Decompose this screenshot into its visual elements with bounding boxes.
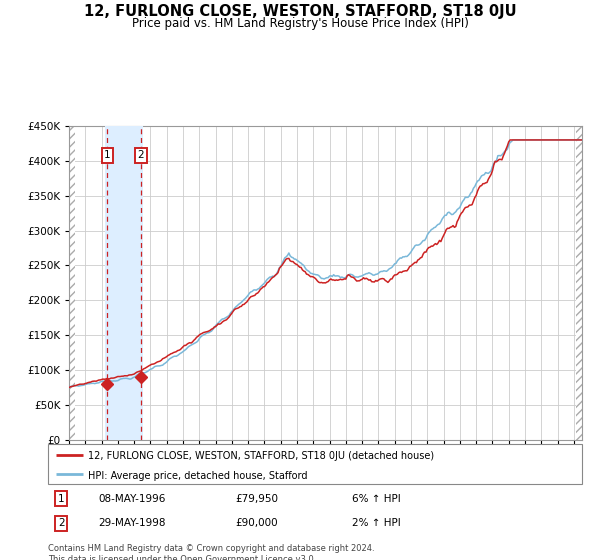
- Bar: [69, 126, 75, 440]
- Text: 2: 2: [137, 150, 144, 160]
- Bar: [106, 126, 143, 440]
- FancyBboxPatch shape: [48, 444, 582, 484]
- Text: £90,000: £90,000: [235, 518, 278, 528]
- Text: 2: 2: [58, 518, 65, 528]
- Text: 08-MAY-1996: 08-MAY-1996: [99, 493, 166, 503]
- Text: 12, FURLONG CLOSE, WESTON, STAFFORD, ST18 0JU (detached house): 12, FURLONG CLOSE, WESTON, STAFFORD, ST1…: [88, 451, 434, 461]
- Bar: [576, 126, 582, 440]
- Text: £79,950: £79,950: [235, 493, 278, 503]
- Text: Contains HM Land Registry data © Crown copyright and database right 2024.
This d: Contains HM Land Registry data © Crown c…: [48, 544, 374, 560]
- Text: HPI: Average price, detached house, Stafford: HPI: Average price, detached house, Staf…: [88, 470, 308, 480]
- Text: 29-MAY-1998: 29-MAY-1998: [99, 518, 166, 528]
- Text: 12, FURLONG CLOSE, WESTON, STAFFORD, ST18 0JU: 12, FURLONG CLOSE, WESTON, STAFFORD, ST1…: [83, 4, 517, 19]
- Text: 2% ↑ HPI: 2% ↑ HPI: [352, 518, 401, 528]
- Text: Price paid vs. HM Land Registry's House Price Index (HPI): Price paid vs. HM Land Registry's House …: [131, 17, 469, 30]
- Text: 6% ↑ HPI: 6% ↑ HPI: [352, 493, 401, 503]
- Text: 1: 1: [104, 150, 111, 160]
- Text: 1: 1: [58, 493, 65, 503]
